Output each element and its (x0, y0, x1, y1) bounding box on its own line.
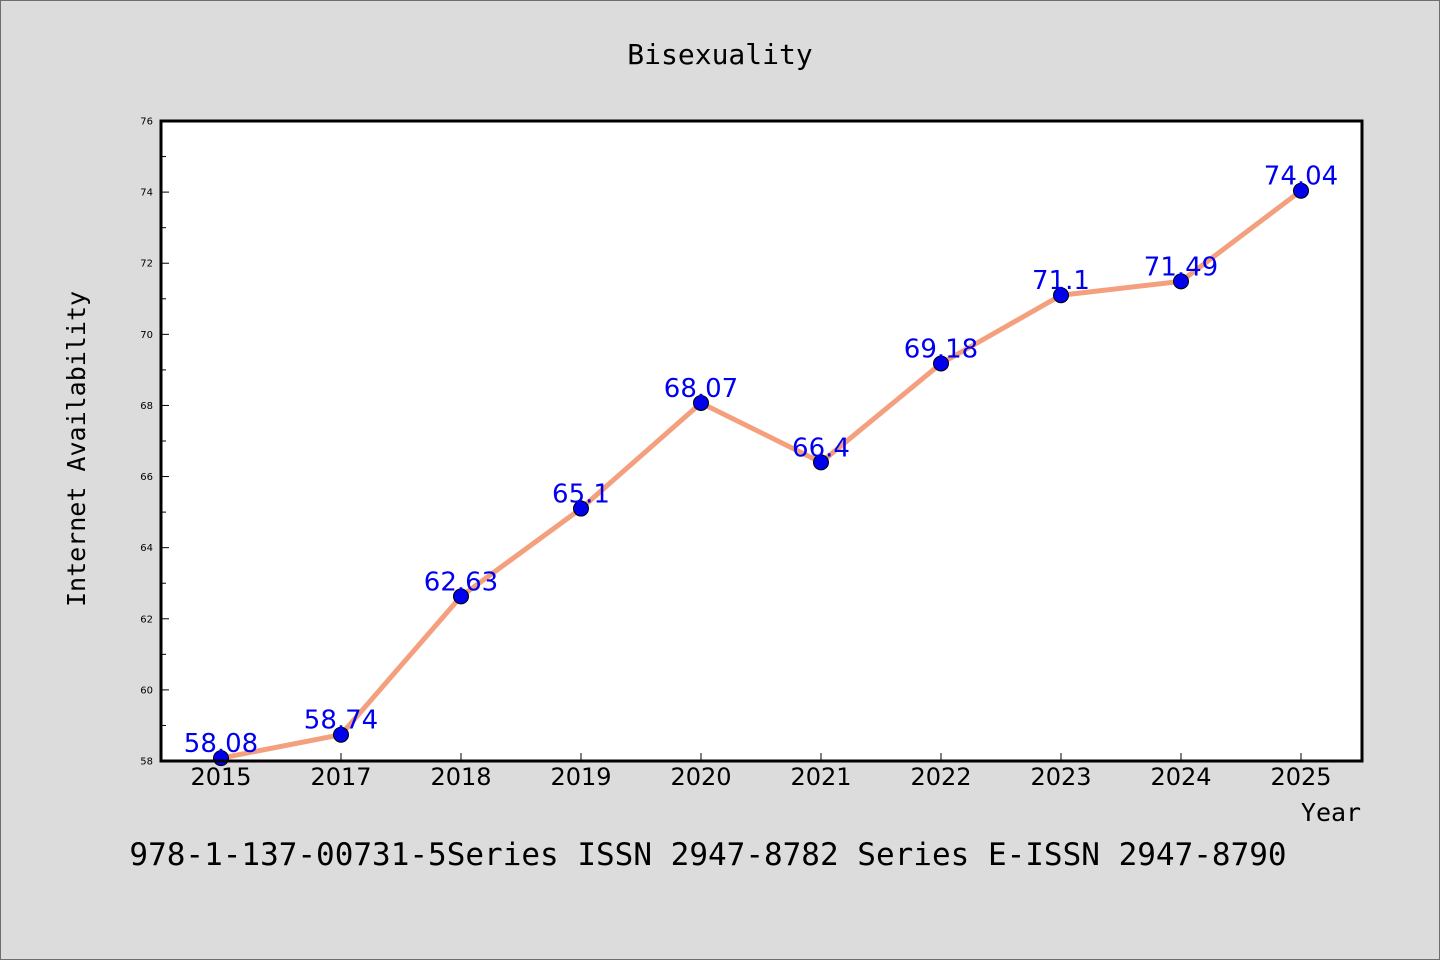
data-point (1173, 273, 1189, 290)
series-line (218, 188, 1304, 761)
x-tick-label: 2015 (190, 763, 251, 791)
y-tick-label: 76 (140, 117, 153, 128)
data-point (813, 454, 829, 471)
data-label: 65.1 (552, 480, 610, 510)
data-label: 66.4 (792, 433, 850, 463)
y-tick-label: 62 (140, 614, 153, 625)
y-tick-label: 64 (140, 543, 153, 554)
x-tick-label: 2020 (670, 763, 731, 791)
data-labels: 58.08 58.74 62.63 65.1 68.07 66.4 69.18 71.1 71.… (184, 162, 1338, 759)
x-axis-label: Year (1301, 798, 1361, 827)
data-point (573, 500, 589, 517)
y-tick-label: 70 (140, 330, 153, 341)
y-axis-ticks: 58 60 62 64 66 68 70 72 74 76 (140, 117, 169, 768)
data-point (333, 726, 349, 743)
y-tick-label: 58 (140, 757, 153, 768)
y-axis-label: Internet Availability (62, 291, 91, 607)
y-tick-label: 68 (140, 401, 153, 412)
data-label: 58.74 (304, 706, 378, 736)
data-point (1053, 287, 1069, 304)
y-tick-label: 72 (140, 259, 153, 270)
data-label: 71.49 (1144, 252, 1218, 282)
data-label: 71.1 (1032, 266, 1090, 296)
data-label: 69.18 (904, 334, 978, 364)
x-tick-label: 2025 (1270, 763, 1331, 791)
x-tick-label: 2017 (310, 763, 371, 791)
data-label: 62.63 (424, 567, 498, 597)
x-tick-label: 2019 (550, 763, 611, 791)
x-tick-label: 2022 (910, 763, 971, 791)
x-tick-label: 2023 (1030, 763, 1091, 791)
chart-title: Bisexuality (627, 38, 812, 71)
data-label: 58.08 (184, 729, 258, 759)
footer-text: 978-1-137-00731-5Series ISSN 2947-8782 S… (129, 837, 1286, 873)
data-label: 74.04 (1264, 162, 1338, 192)
x-tick-label: 2018 (430, 763, 491, 791)
data-point (1293, 182, 1309, 199)
x-tick-label: 2021 (790, 763, 851, 791)
y-tick-label: 66 (140, 472, 153, 483)
plot-frame (159, 119, 1364, 763)
data-label: 68.07 (664, 374, 738, 404)
y-tick-label: 60 (140, 685, 153, 696)
plot-area (161, 121, 1362, 761)
y-tick-label: 74 (140, 188, 153, 199)
data-point (933, 355, 949, 372)
x-tick-label: 2024 (1150, 763, 1211, 791)
series-layer (213, 182, 1309, 767)
data-point (453, 588, 469, 605)
data-point (693, 394, 709, 411)
x-axis-ticks: 2015 2017 2018 2019 2020 2021 2022 2023 2024 2025 (190, 753, 1332, 791)
